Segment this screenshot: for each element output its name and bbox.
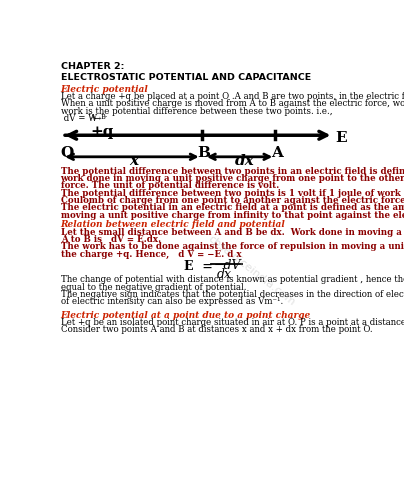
Text: O: O <box>61 146 74 160</box>
Text: work done in moving a unit positive charge from one point to the other against t: work done in moving a unit positive char… <box>61 174 404 183</box>
Text: Relation between electric field and potential: Relation between electric field and pote… <box>61 220 285 229</box>
Text: The potential difference between two points is 1 volt if 1 joule of work is done: The potential difference between two poi… <box>61 189 404 198</box>
Text: A: A <box>90 113 95 121</box>
Text: A to B is   dV = E.dx.: A to B is dV = E.dx. <box>61 235 161 244</box>
Text: CHAPTER 2:: CHAPTER 2: <box>61 62 124 71</box>
Text: ELECTROSTATIC POTENTIAL AND CAPACITANCE: ELECTROSTATIC POTENTIAL AND CAPACITANCE <box>61 73 311 82</box>
Text: The potential difference between two points in an electric field is defined as t: The potential difference between two poi… <box>61 167 404 176</box>
Text: Electric potential at a point due to a point charge: Electric potential at a point due to a p… <box>61 311 311 320</box>
Text: Electric potential: Electric potential <box>61 85 148 94</box>
Text: .: . <box>95 123 98 132</box>
Text: B-: B- <box>101 113 108 121</box>
Text: Coulomb of charge from one point to another against the electric force.: Coulomb of charge from one point to anot… <box>61 196 404 205</box>
Text: the charge +q. Hence,   d V = −E. d x: the charge +q. Hence, d V = −E. d x <box>61 249 241 258</box>
Text: force. The unit of potential difference is volt.: force. The unit of potential difference … <box>61 182 279 191</box>
Text: E  =: E = <box>184 260 213 273</box>
Text: A: A <box>271 146 283 160</box>
Text: →: → <box>94 114 101 123</box>
Text: The electric potential in an electric field at a point is defined as the amount : The electric potential in an electric fi… <box>61 203 404 212</box>
Text: dV = W: dV = W <box>61 114 97 123</box>
Text: of electric intensity can also be expressed as Vm⁻¹.: of electric intensity can also be expres… <box>61 297 283 306</box>
Text: dx: dx <box>217 268 231 281</box>
Text: work is the potential difference between these two points. i.e.,: work is the potential difference between… <box>61 107 332 116</box>
Text: Let the small distance between A and B be dx.  Work done in moving a unit positi: Let the small distance between A and B b… <box>61 228 404 237</box>
Text: B: B <box>198 146 211 160</box>
Text: moving a unit positive charge from infinity to that point against the electric f: moving a unit positive charge from infin… <box>61 211 404 220</box>
Text: Consider two points A and B at distances x and x + dx from the point O.: Consider two points A and B at distances… <box>61 325 372 335</box>
Text: Let a charge +q be placed at a point O .A and B are two points, in the electric : Let a charge +q be placed at a point O .… <box>61 92 404 101</box>
Text: x: x <box>130 154 139 168</box>
Text: +q: +q <box>90 125 114 139</box>
Text: When a unit positive charge is moved from A to B against the electric force, wor: When a unit positive charge is moved fro… <box>61 99 404 108</box>
Text: dx: dx <box>235 154 255 168</box>
Text: The negative sign indicates that the potential decreases in the direction of ele: The negative sign indicates that the pot… <box>61 290 404 299</box>
Text: cbse.niceindia.com: cbse.niceindia.com <box>206 234 297 308</box>
Text: −dV: −dV <box>213 259 241 272</box>
Text: equal to the negative gradient of potential.: equal to the negative gradient of potent… <box>61 283 246 292</box>
Text: Let +q be an isolated point charge situated in air at O. P is a point at a dista: Let +q be an isolated point charge situa… <box>61 318 404 327</box>
Text: E: E <box>336 131 347 146</box>
Text: The change of potential with distance is known as potential gradient , hence the: The change of potential with distance is… <box>61 275 404 285</box>
Text: The work has to be done against the force of repulsion in moving a unit positive: The work has to be done against the forc… <box>61 242 404 251</box>
